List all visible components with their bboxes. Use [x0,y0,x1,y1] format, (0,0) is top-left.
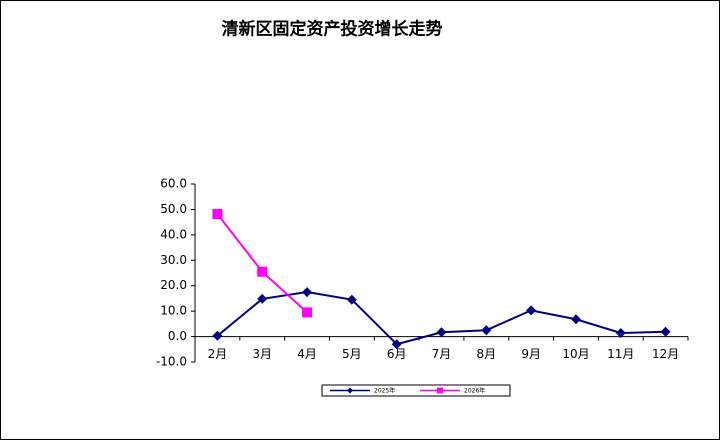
y-tick-label: 0.0 [168,329,187,343]
legend-marker [347,387,353,394]
legend-box [321,384,511,397]
y-tick-label: 10.0 [160,304,187,318]
x-tick-label: 10月 [562,347,589,361]
x-tick-label: 2月 [208,347,228,361]
legend-label: 2025年 [374,387,395,395]
x-tick-label: 9月 [521,347,541,361]
marker [212,209,223,220]
marker [212,330,223,341]
y-tick-label: 60.0 [160,177,187,191]
marker [436,327,447,338]
chart-title: 清新区固定资产投资增长走势 [222,19,443,40]
y-tick-label: 30.0 [160,253,187,267]
x-tick-label: 7月 [432,347,452,361]
x-tick-label: 8月 [476,347,496,361]
marker [570,314,581,325]
y-tick-label: 40.0 [160,227,187,241]
marker [481,325,492,336]
marker [257,293,268,304]
x-tick-label: 11月 [607,347,634,361]
marker [391,339,402,350]
x-tick-label: 4月 [297,347,317,361]
marker [302,307,313,318]
x-tick-label: 12月 [652,347,679,361]
marker [660,326,671,337]
marker [346,294,357,305]
y-tick-label: 50.0 [160,202,187,216]
x-tick-label: 5月 [342,347,362,361]
x-tick-label: 3月 [252,347,272,361]
marker [526,305,537,316]
x-tick-label: 6月 [387,347,407,361]
y-tick-label: 20.0 [160,278,187,292]
legend-marker [437,387,443,394]
y-tick-label: -10.0 [156,355,187,369]
marker [615,328,626,339]
marker [257,266,268,277]
marker [302,287,313,298]
legend-label: 2026年 [464,387,485,395]
